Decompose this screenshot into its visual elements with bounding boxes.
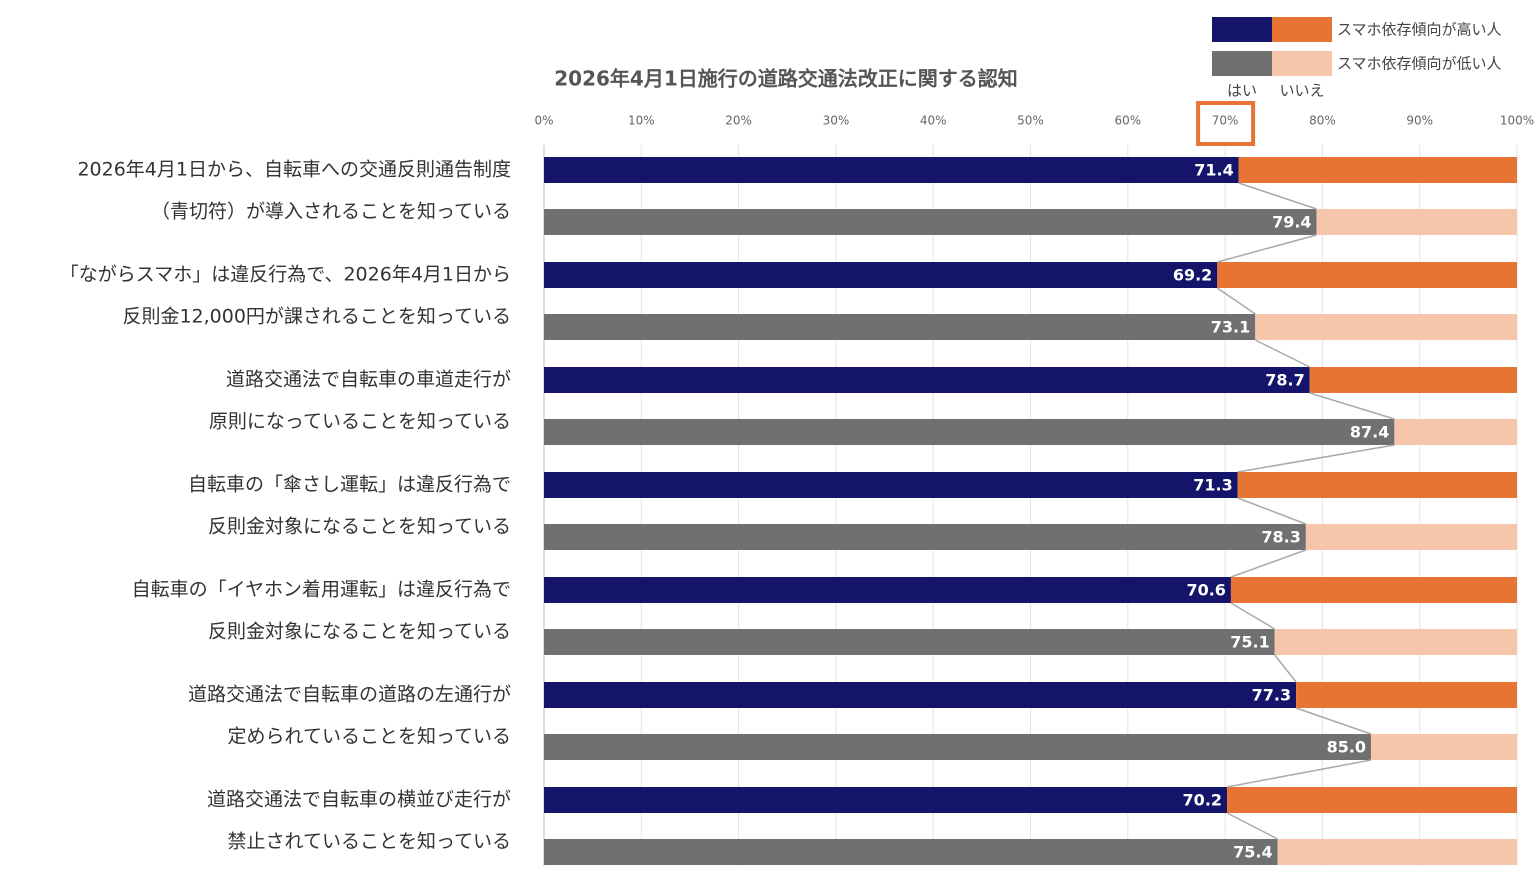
x-tick-label: 50% [1017,114,1044,128]
legend-label: スマホ依存傾向が低い人 [1337,55,1502,73]
bar-rest [1309,367,1517,393]
bar [544,839,1278,865]
connector-line [1295,707,1372,735]
bar [544,629,1275,655]
value-label: 78.3 [1261,528,1300,547]
value-label: 75.4 [1233,843,1272,862]
connector-line [1309,392,1395,420]
category-label: 2026年4月1日から、自転車への交通反則通告制度 [77,159,511,181]
bar-rest [1305,524,1517,550]
bar-rest [1371,734,1517,760]
legend-segment-label: はい [1227,82,1257,100]
category-label: 自転車の「イヤホン着用運転」は違反行為で [132,579,511,601]
bar [544,734,1372,760]
bar [544,472,1238,498]
connector-line [1237,497,1307,525]
value-label: 78.7 [1265,371,1304,390]
legend-segment-label: いいえ [1279,82,1324,100]
category-label: 定められていることを知っている [228,726,511,748]
bar [544,367,1310,393]
connector-line [1238,182,1317,210]
bar-rest [1238,157,1517,183]
bar-rest [1237,472,1517,498]
value-label: 79.4 [1272,213,1311,232]
category-label: 反則金対象になることを知っている [208,516,511,538]
legend-swatch [1212,17,1272,42]
x-tick-label: 80% [1309,114,1336,128]
bar-rest [1255,314,1517,340]
bar [544,419,1395,445]
x-tick-label: 30% [823,114,850,128]
connector-line [1230,549,1307,578]
bar [544,524,1306,550]
x-tick-label: 20% [725,114,752,128]
bar-rest [1277,839,1517,865]
bar [544,577,1231,603]
connector-line [1217,234,1317,263]
category-label: 反則金12,000円が課されることを知っている [122,306,511,328]
category-label: 道路交通法で自転車の道路の左通行が [188,684,511,706]
connector-line [1230,602,1276,630]
category-label: 反則金対象になることを知っている [208,621,511,643]
bar-rest [1316,209,1517,235]
category-label: 自転車の「傘さし運転」は違反行為で [188,474,511,496]
value-label: 70.6 [1186,581,1225,600]
bar [544,314,1256,340]
category-label: 道路交通法で自転車の横並び走行が [207,789,511,811]
value-label: 71.3 [1193,476,1232,495]
connector-line [1274,654,1297,683]
value-label: 73.1 [1211,318,1250,337]
bar-rest [1227,787,1517,813]
connector-line [1226,812,1278,840]
legend-swatch [1272,17,1332,42]
x-tick-label: 100% [1500,114,1534,128]
category-label: 原則になっていることを知っている [209,411,511,433]
bar [544,682,1297,708]
connector-line [1254,339,1311,368]
x-tick-label: 0% [534,114,553,128]
legend-swatch [1212,51,1272,76]
x-tick-label: 10% [628,114,655,128]
connector-line [1237,444,1395,473]
bar [544,157,1239,183]
value-label: 85.0 [1327,738,1366,757]
bar-rest [1230,577,1517,603]
legend-label: スマホ依存傾向が高い人 [1337,21,1502,39]
value-label: 69.2 [1173,266,1212,285]
x-tick-label: 40% [920,114,947,128]
connector-line [1216,287,1256,315]
connector-line [1226,759,1372,788]
bar-rest [1217,262,1517,288]
value-label: 77.3 [1252,686,1291,705]
value-label: 70.2 [1183,791,1222,810]
bar [544,209,1317,235]
bar [544,787,1228,813]
tick-highlight [1196,101,1256,146]
category-label: 「ながらスマホ」は違反行為で、2026年4月1日から [60,264,511,286]
x-tick-label: 70% [1212,114,1239,128]
x-tick-label: 90% [1406,114,1433,128]
category-label: （青切符）が導入されることを知っている [151,201,511,223]
value-label: 75.1 [1230,633,1269,652]
bar-rest [1296,682,1517,708]
bar-rest [1394,419,1517,445]
x-tick-label: 60% [1114,114,1141,128]
bar-rest [1274,629,1517,655]
chart-title: 2026年4月1日施行の道路交通法改正に関する認知 [554,67,1018,91]
value-label: 87.4 [1350,423,1389,442]
legend-swatch [1272,51,1332,76]
category-label: 道路交通法で自転車の車道走行が [226,369,511,391]
category-label: 禁止されていることを知っている [228,831,511,853]
bar [544,262,1218,288]
value-label: 71.4 [1194,161,1233,180]
